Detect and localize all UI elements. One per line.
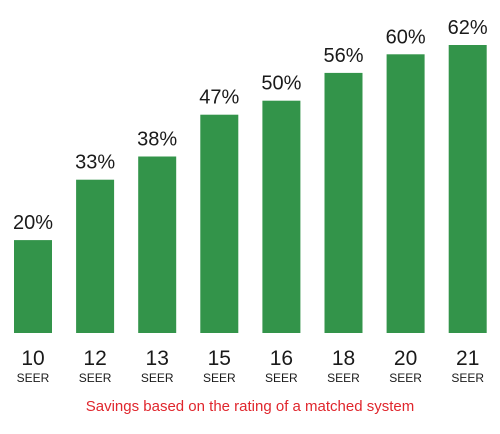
data-label-15: 47% xyxy=(199,87,239,109)
x-tick-unit-13: SEER xyxy=(141,371,174,385)
chart-caption: Savings based on the rating of a matched… xyxy=(85,398,415,415)
data-label-21: 62% xyxy=(448,17,488,39)
x-tick-label-16: 16 xyxy=(270,347,293,370)
x-tick-unit-15: SEER xyxy=(203,371,236,385)
x-tick-label-21: 21 xyxy=(456,347,479,370)
x-tick-label-12: 12 xyxy=(83,347,106,370)
x-tick-label-20: 20 xyxy=(394,347,417,370)
x-tick-label-15: 15 xyxy=(208,347,231,370)
bar-13 xyxy=(138,156,177,333)
x-tick-unit-18: SEER xyxy=(327,371,360,385)
x-tick-unit-12: SEER xyxy=(79,371,112,385)
x-tick-unit-20: SEER xyxy=(389,371,422,385)
data-label-18: 56% xyxy=(323,45,363,67)
x-tick-label-10: 10 xyxy=(21,347,44,370)
x-tick-label-18: 18 xyxy=(332,347,355,370)
bar-12 xyxy=(76,179,115,333)
data-label-10: 20% xyxy=(13,212,53,234)
x-tick-label-13: 13 xyxy=(146,347,169,370)
x-tick-unit-16: SEER xyxy=(265,371,298,385)
data-label-16: 50% xyxy=(261,73,301,95)
data-label-13: 38% xyxy=(137,129,177,151)
bar-21 xyxy=(448,45,487,333)
bar-15 xyxy=(200,114,239,333)
x-tick-unit-21: SEER xyxy=(451,371,484,385)
data-label-20: 60% xyxy=(386,26,426,48)
data-label-12: 33% xyxy=(75,152,115,174)
x-tick-unit-10: SEER xyxy=(17,371,50,385)
bar-10 xyxy=(14,240,52,333)
bar-16 xyxy=(262,100,301,333)
bar-20 xyxy=(386,54,425,334)
bar-18 xyxy=(324,72,363,334)
